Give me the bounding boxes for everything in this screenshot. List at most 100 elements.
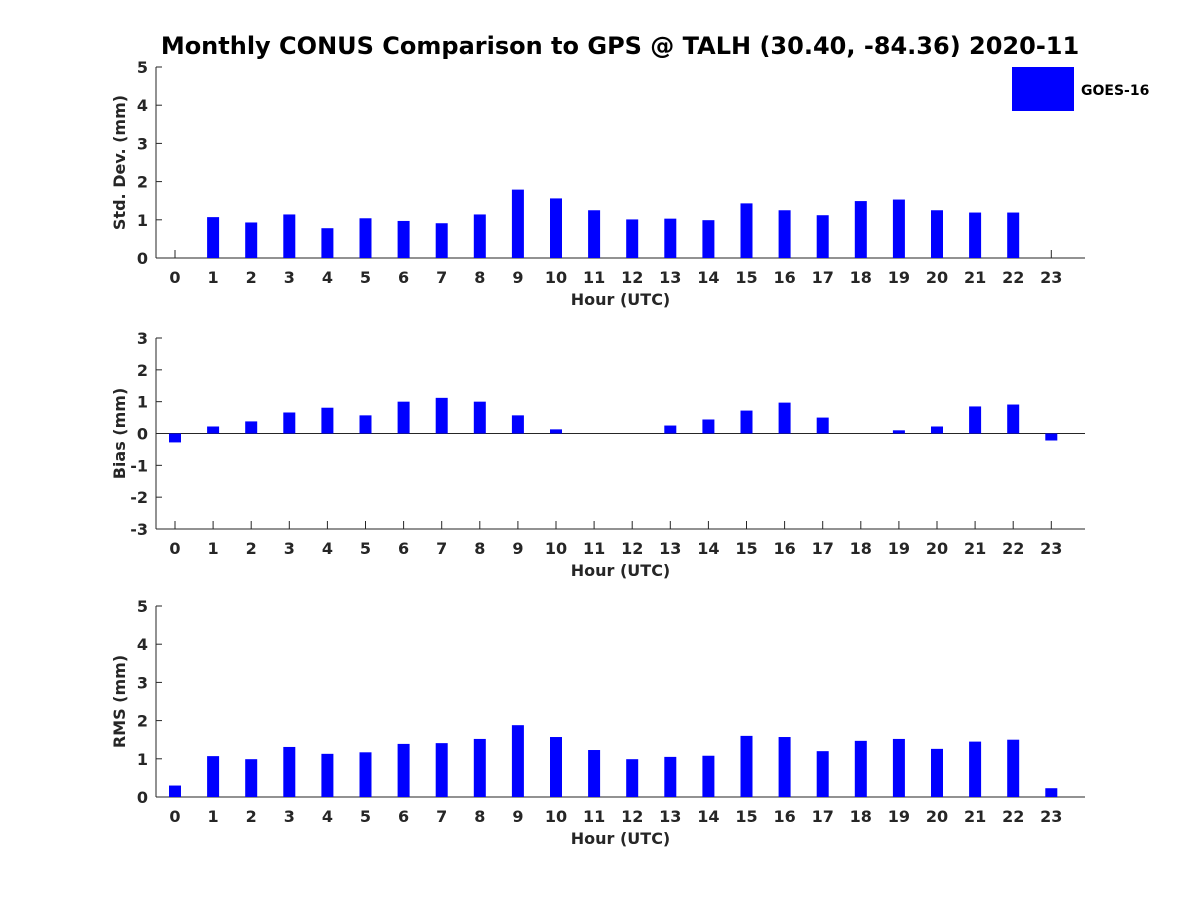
bar-hour-9 xyxy=(511,189,524,258)
bar-hour-22 xyxy=(1007,404,1020,434)
legend-label-goes16: GOES-16 xyxy=(1081,83,1149,99)
chart-title: Monthly CONUS Comparison to GPS @ TALH (… xyxy=(161,32,1079,60)
y-tick-label: 2 xyxy=(137,173,148,192)
y-axis-label: Std. Dev. (mm) xyxy=(110,95,129,230)
bar-hour-3 xyxy=(283,746,296,797)
x-tick-label: 20 xyxy=(926,268,948,287)
x-tick-label: 1 xyxy=(208,268,219,287)
bar-hour-2 xyxy=(245,222,258,258)
bar-hour-2 xyxy=(245,759,258,797)
x-tick-label: 18 xyxy=(850,807,872,826)
y-tick-label: 1 xyxy=(137,750,148,769)
x-tick-label: 7 xyxy=(436,539,447,558)
y-tick-label: -1 xyxy=(130,456,148,475)
x-tick-label: 3 xyxy=(284,268,295,287)
x-tick-label: 9 xyxy=(512,539,523,558)
x-tick-label: 6 xyxy=(398,268,409,287)
bar-hour-6 xyxy=(397,401,410,434)
x-tick-label: 11 xyxy=(583,539,605,558)
x-tick-label: 0 xyxy=(169,539,180,558)
x-tick-label: 17 xyxy=(812,268,834,287)
x-tick-label: 23 xyxy=(1040,807,1062,826)
bar-hour-16 xyxy=(778,737,791,797)
x-axis-label: Hour (UTC) xyxy=(571,829,671,848)
y-tick-label: 0 xyxy=(137,788,148,807)
bar-hour-8 xyxy=(473,401,486,434)
bar-hour-21 xyxy=(969,741,982,797)
bar-hour-16 xyxy=(778,402,791,434)
y-tick-label: 2 xyxy=(137,712,148,731)
y-tick-label: 4 xyxy=(137,635,148,654)
bar-hour-0 xyxy=(169,433,181,443)
bar-hour-4 xyxy=(321,228,334,258)
bar-hour-4 xyxy=(321,753,334,797)
bar-hour-5 xyxy=(359,415,372,434)
x-tick-label: 7 xyxy=(436,807,447,826)
y-tick-label: 4 xyxy=(137,96,148,115)
bar-hour-18 xyxy=(854,201,867,258)
x-tick-label: 10 xyxy=(545,539,567,558)
x-tick-label: 4 xyxy=(322,807,333,826)
y-tick-label: 3 xyxy=(137,134,148,153)
x-tick-label: 23 xyxy=(1040,539,1062,558)
x-tick-label: 20 xyxy=(926,807,948,826)
x-tick-label: 16 xyxy=(773,268,795,287)
x-tick-label: 22 xyxy=(1002,268,1024,287)
x-tick-label: 3 xyxy=(284,539,295,558)
bar-hour-5 xyxy=(359,218,372,258)
x-tick-label: 20 xyxy=(926,539,948,558)
bar-hour-22 xyxy=(1007,739,1020,797)
bar-hour-22 xyxy=(1007,212,1020,258)
bar-hour-15 xyxy=(740,203,753,258)
bar-hour-13 xyxy=(664,218,677,258)
bar-hour-1 xyxy=(207,756,220,797)
x-tick-label: 14 xyxy=(697,539,719,558)
x-tick-label: 2 xyxy=(246,807,257,826)
bar-hour-18 xyxy=(854,740,867,797)
x-tick-label: 1 xyxy=(208,539,219,558)
x-tick-label: 23 xyxy=(1040,268,1062,287)
bar-hour-1 xyxy=(207,426,220,434)
bar-hour-7 xyxy=(435,397,448,434)
x-tick-label: 13 xyxy=(659,807,681,826)
x-tick-label: 13 xyxy=(659,539,681,558)
bar-hour-21 xyxy=(969,212,982,258)
y-axis-label: RMS (mm) xyxy=(110,655,129,748)
x-tick-label: 14 xyxy=(697,268,719,287)
x-tick-label: 4 xyxy=(322,539,333,558)
y-tick-label: 0 xyxy=(137,249,148,268)
x-axis-label: Hour (UTC) xyxy=(571,290,671,309)
bar-hour-20 xyxy=(931,748,943,797)
x-tick-label: 0 xyxy=(169,807,180,826)
bar-hour-14 xyxy=(702,220,715,258)
x-tick-label: 5 xyxy=(360,807,371,826)
bar-hour-15 xyxy=(740,735,753,797)
bar-hour-15 xyxy=(740,410,753,434)
bar-hour-17 xyxy=(816,417,829,434)
bar-hour-0 xyxy=(169,785,181,797)
x-tick-label: 13 xyxy=(659,268,681,287)
y-tick-label: 1 xyxy=(137,393,148,412)
bar-hour-8 xyxy=(473,738,486,797)
bar-hour-7 xyxy=(435,223,448,258)
x-tick-label: 2 xyxy=(246,539,257,558)
x-tick-label: 12 xyxy=(621,539,643,558)
legend: GOES-16 xyxy=(1012,67,1149,111)
bar-hour-3 xyxy=(283,412,296,434)
x-tick-label: 15 xyxy=(735,268,757,287)
x-tick-label: 19 xyxy=(888,268,910,287)
x-tick-label: 1 xyxy=(208,807,219,826)
bar-hour-9 xyxy=(511,415,524,434)
bar-hour-21 xyxy=(969,406,982,434)
bar-hour-14 xyxy=(702,419,715,434)
bar-hour-11 xyxy=(588,750,601,797)
x-tick-label: 22 xyxy=(1002,539,1024,558)
bar-hour-23 xyxy=(1045,433,1058,441)
x-tick-label: 6 xyxy=(398,539,409,558)
x-tick-label: 17 xyxy=(812,539,834,558)
bar-hour-12 xyxy=(626,759,639,797)
x-tick-label: 6 xyxy=(398,807,409,826)
bar-hour-6 xyxy=(397,220,410,258)
